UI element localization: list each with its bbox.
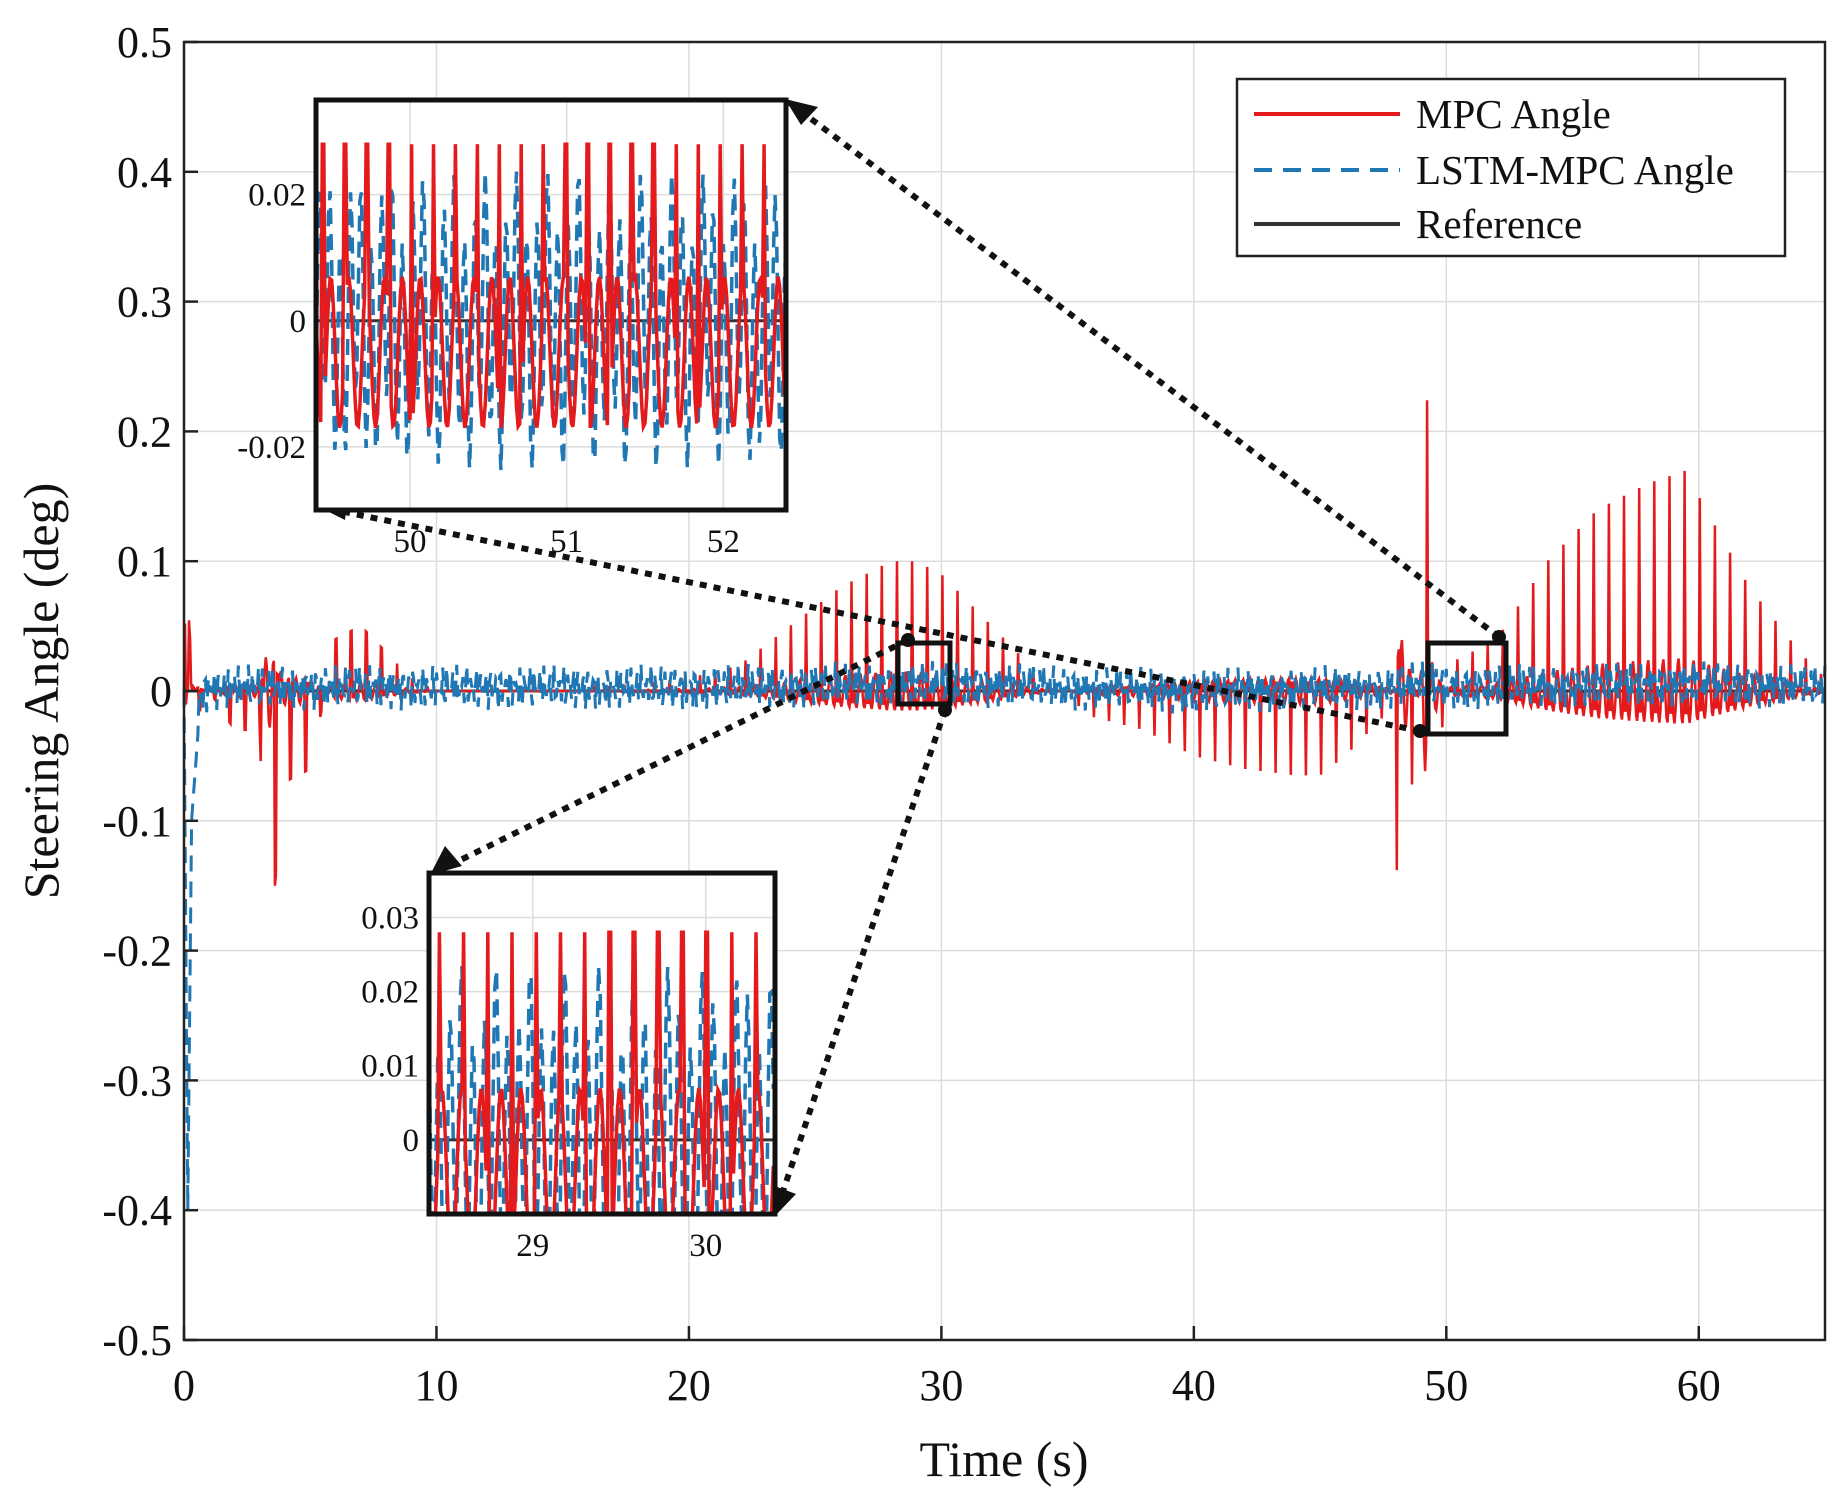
zoom-box-middle: [895, 640, 953, 707]
inset-y-tick-label: 0: [290, 304, 307, 340]
x-tick-label: 30: [919, 1361, 963, 1410]
connector-arrowhead: [772, 1185, 796, 1217]
y-tick-label: 0.1: [117, 537, 172, 586]
x-axis-label: Time (s): [919, 1431, 1088, 1487]
connector-anchor-dot: [1492, 630, 1506, 644]
x-tick-label: 10: [414, 1361, 458, 1410]
inset-x-tick-label: 50: [394, 524, 427, 560]
inset-x-tick-label: 30: [689, 1228, 722, 1264]
connector-line: [319, 504, 1421, 734]
inset-x-tick-label: 52: [707, 524, 740, 560]
x-tick-label: 40: [1172, 1361, 1216, 1410]
y-tick-label: -0.3: [102, 1056, 172, 1105]
inset-x-tick-label: 29: [516, 1228, 549, 1264]
inset-2-series: [429, 930, 775, 1214]
zoom-connectors: [317, 99, 1506, 1217]
connector-arrowhead: [430, 846, 462, 875]
inset-mpc-line: [316, 142, 786, 434]
x-tick-label: 0: [173, 1361, 195, 1410]
connector-line: [432, 637, 910, 876]
y-tick-label: -0.5: [102, 1316, 172, 1365]
inset-y-tick-label: -0.02: [237, 430, 306, 466]
y-tick-label: 0: [150, 667, 172, 716]
inset-1-tick-labels: 50 51 52 -0.02 0 0.02: [237, 178, 740, 560]
inset-1-border: [313, 97, 789, 513]
y-tick-label: -0.4: [102, 1186, 172, 1235]
y-tick-label: 0.4: [117, 148, 172, 197]
y-tick-label: 0.5: [117, 18, 172, 67]
inset-2-border: [426, 870, 778, 1217]
connector-anchor-dot: [901, 633, 915, 647]
inset-y-tick-label: 0.01: [361, 1049, 419, 1085]
connector-anchor-dot: [938, 703, 952, 717]
inset-y-tick-label: 0.03: [361, 900, 419, 936]
main-tick-labels: 0 10 20 30 40 50 60 -0.5 -0.4 -0.3 -0.2 -0.1 0 0.1 0.2…: [102, 18, 1720, 1410]
inset-2-tick-labels: 29 30 0 0.01 0.02 0.03: [361, 900, 722, 1264]
connector-arrowhead: [785, 99, 818, 125]
y-tick-label: 0.3: [117, 278, 172, 327]
connector-line: [773, 709, 948, 1213]
zoom-box-right: [1425, 640, 1509, 737]
legend-label-lstm: LSTM-MPC Angle: [1416, 147, 1734, 193]
legend: MPC Angle LSTM-MPC Angle Reference: [1235, 77, 1787, 258]
inset-y-tick-label: 0.02: [361, 975, 419, 1011]
legend-label-mpc: MPC Angle: [1416, 91, 1611, 137]
inset-y-tick-label: 0.02: [248, 178, 306, 214]
main-series-layer: [182, 400, 1827, 1211]
y-tick-label: -0.1: [102, 797, 172, 846]
x-tick-label: 50: [1424, 1361, 1468, 1410]
inset-zoom-29s: 29 30 0 0.01 0.02 0.03: [361, 870, 778, 1264]
inset-1-series: [316, 142, 786, 471]
connector-anchor-dot: [1413, 724, 1427, 738]
y-tick-label: 0.2: [117, 407, 172, 456]
inset-mpc-line: [433, 930, 775, 1214]
inset-x-tick-label: 51: [550, 524, 583, 560]
lstm-mpc-angle-line: [182, 660, 1827, 1211]
inset-y-tick-label: 0: [403, 1123, 420, 1159]
legend-label-reference: Reference: [1416, 201, 1582, 247]
inset-zoom-50s: 50 51 52 -0.02 0 0.02: [237, 97, 789, 560]
x-tick-label: 20: [667, 1361, 711, 1410]
y-axis-label: Steering Angle (deg): [13, 483, 69, 900]
y-tick-label: -0.2: [102, 927, 172, 976]
legend-box: [1235, 77, 1787, 258]
x-tick-label: 60: [1677, 1361, 1721, 1410]
